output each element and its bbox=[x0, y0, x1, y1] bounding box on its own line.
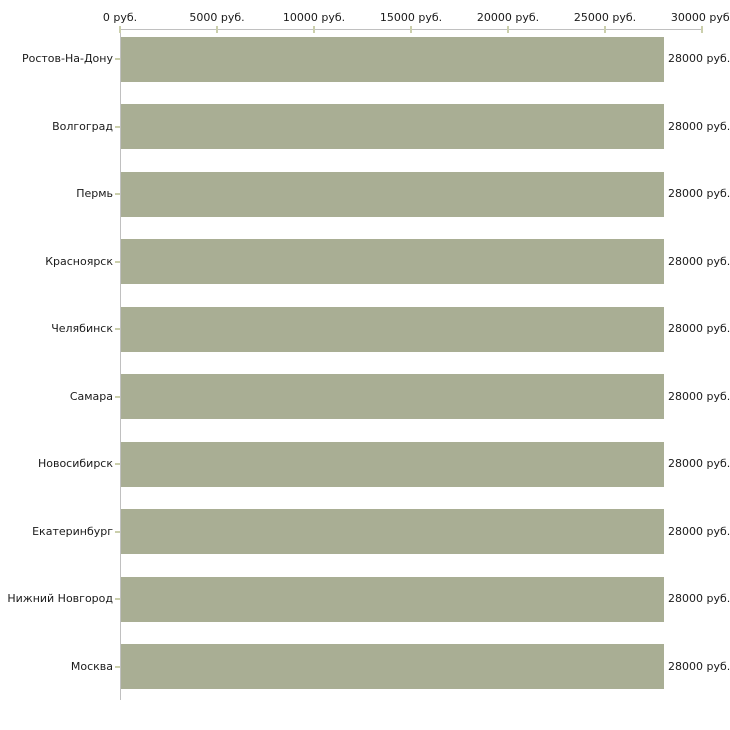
value-label: 28000 руб. bbox=[668, 659, 730, 673]
y-axis-tick bbox=[115, 260, 120, 263]
value-label: 28000 руб. bbox=[668, 524, 730, 538]
value-label: 28000 руб. bbox=[668, 119, 730, 133]
x-axis-tick bbox=[313, 26, 315, 33]
x-axis-tick bbox=[410, 26, 412, 33]
bar bbox=[121, 576, 665, 622]
category-label: Самара bbox=[69, 389, 113, 403]
category-label: Ростов-На-Дону bbox=[21, 52, 113, 65]
value-label: 28000 руб. bbox=[668, 592, 730, 605]
category-label: Красноярск bbox=[45, 254, 113, 268]
x-axis-tick bbox=[119, 26, 121, 33]
bar bbox=[121, 306, 665, 352]
category-label: Москва bbox=[70, 659, 113, 673]
y-axis-tick bbox=[115, 125, 120, 128]
bar bbox=[121, 441, 665, 487]
value-label: 28000 руб. bbox=[668, 187, 730, 200]
y-axis-line bbox=[120, 29, 121, 700]
category-label: Волгоград bbox=[52, 119, 113, 133]
value-label: 28000 руб. bbox=[668, 254, 730, 268]
y-axis-tick bbox=[115, 58, 120, 60]
value-label: 28000 руб. bbox=[668, 322, 730, 335]
x-axis-tick-label: 0 руб. bbox=[102, 11, 138, 24]
bar bbox=[121, 644, 665, 689]
x-axis-tick bbox=[604, 26, 606, 33]
category-label: Нижний Новгород bbox=[7, 592, 113, 605]
x-axis-tick-label: 15000 руб. bbox=[379, 11, 443, 24]
value-label: 28000 руб. bbox=[668, 389, 730, 403]
y-axis-tick bbox=[115, 598, 120, 600]
x-axis-tick-label: 30000 руб. bbox=[670, 11, 730, 24]
y-axis-tick bbox=[115, 193, 120, 195]
x-axis-tick bbox=[216, 26, 218, 33]
bar bbox=[121, 171, 665, 217]
category-label: Челябинск bbox=[51, 322, 113, 335]
bar bbox=[121, 509, 665, 554]
value-label: 28000 руб. bbox=[668, 52, 730, 65]
bar bbox=[121, 239, 665, 284]
x-axis-tick-label: 20000 руб. bbox=[476, 11, 540, 24]
y-axis-tick bbox=[115, 530, 120, 533]
x-axis-tick-label: 5000 руб. bbox=[189, 11, 245, 24]
bar bbox=[121, 104, 665, 149]
x-axis-tick-label: 25000 руб. bbox=[573, 11, 637, 24]
category-label: Пермь bbox=[76, 187, 113, 200]
value-label: 28000 руб. bbox=[668, 457, 730, 470]
bar bbox=[121, 374, 665, 419]
category-label: Новосибирск bbox=[37, 457, 113, 470]
category-label: Екатеринбург bbox=[32, 524, 113, 538]
y-axis-tick bbox=[115, 328, 120, 330]
y-axis-tick bbox=[115, 665, 120, 668]
y-axis-tick bbox=[115, 395, 120, 398]
x-axis-tick bbox=[701, 26, 703, 33]
x-axis-tick bbox=[507, 26, 509, 33]
x-axis-tick-label: 10000 руб. bbox=[282, 11, 346, 24]
y-axis-tick bbox=[115, 463, 120, 465]
bar bbox=[121, 36, 665, 82]
